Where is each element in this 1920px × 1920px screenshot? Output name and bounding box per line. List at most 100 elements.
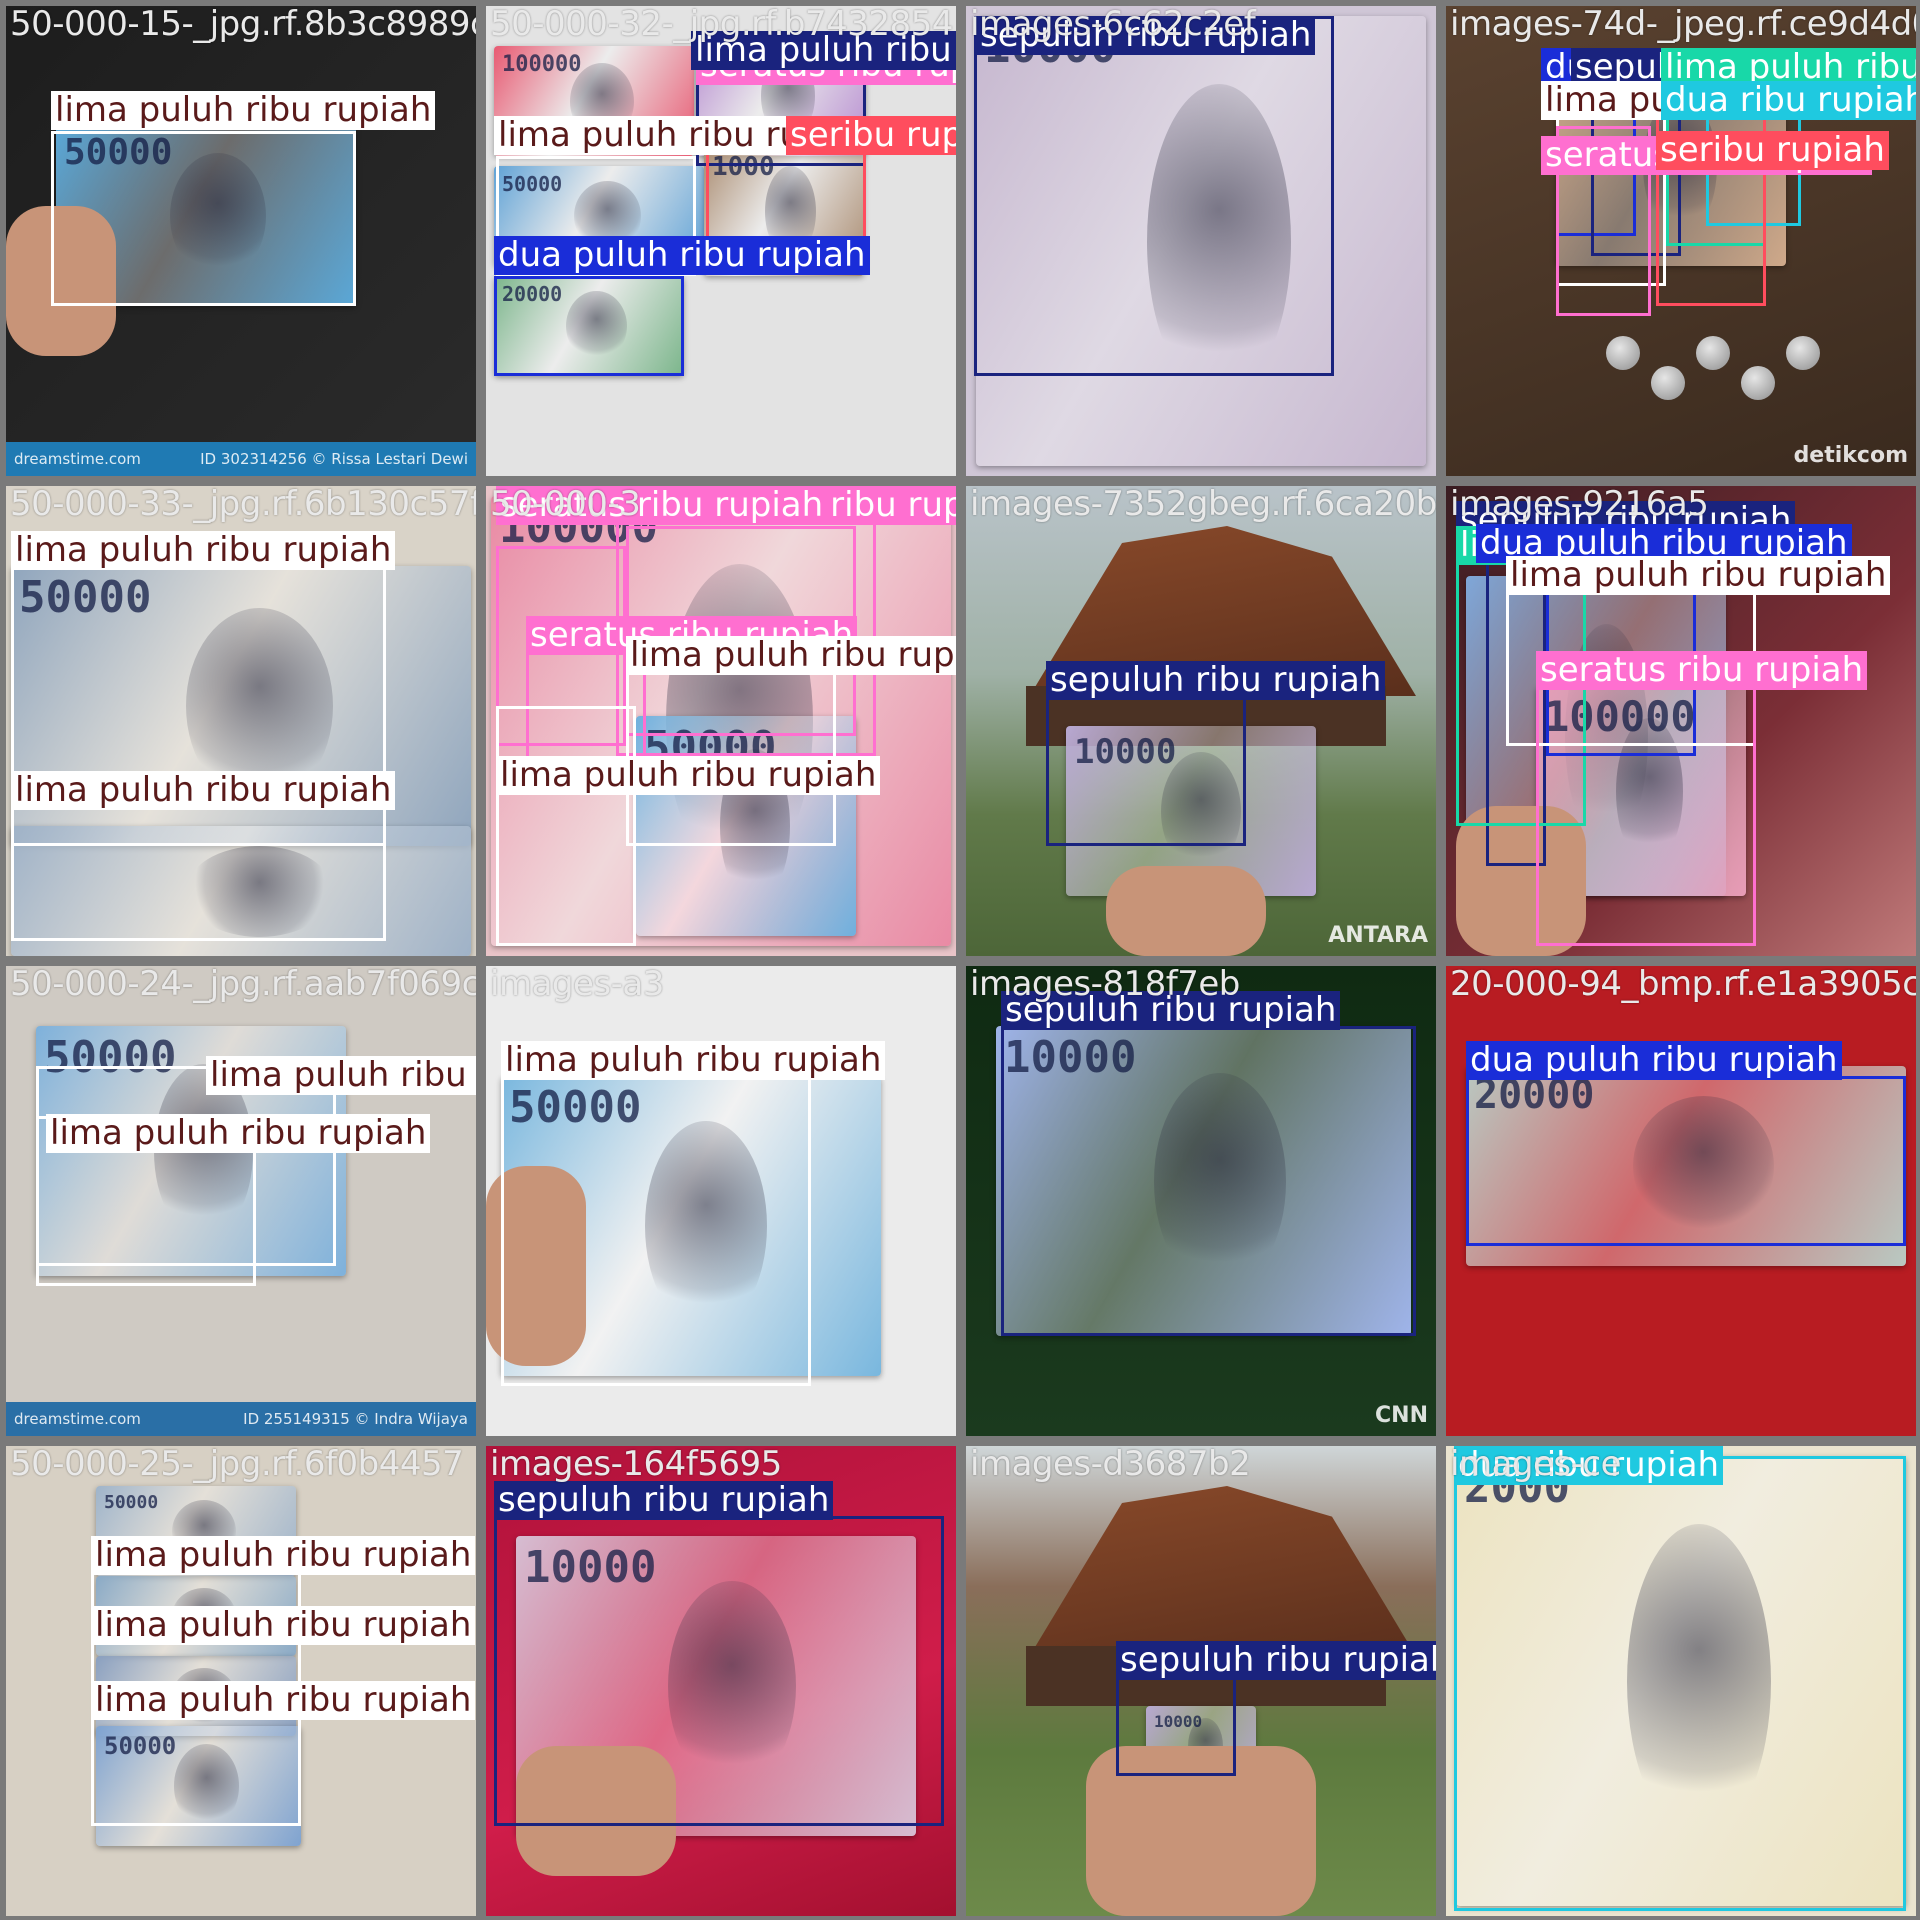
banknote-denomination: 50000 [104,1492,159,1513]
portrait [1161,751,1241,871]
tile-filename: 50-000-25-_jpg.rf.6f0b4457 [10,1446,464,1484]
tile-filename: images-7352gbeg.rf.6ca20bfbf [970,486,1436,524]
banknote: 10000 [996,1026,1411,1336]
image-tile: 10000 sepuluh ribu rupiah images-164f5695 [486,1446,956,1916]
tile-filename: 50-000-3 [490,486,641,524]
banknote: 10000 [976,16,1426,466]
portrait [1633,1096,1774,1236]
coin [1651,366,1685,400]
hand [1106,866,1266,956]
detection-box [1116,1676,1236,1776]
tile-filename: 50-000-24-_jpg.rf.aab7f069c [10,966,476,1004]
watermark-right: CNN [1375,1403,1428,1428]
hand [6,206,116,356]
detection-box [1001,1026,1416,1336]
detection-box [1536,686,1756,946]
portrait [645,1121,767,1331]
coin [1786,336,1820,370]
detection-label: lima puluh ribu rupiah [1506,555,1891,596]
detection-label: lima puluh ribu rupiah [1661,47,1916,88]
tile-filename: images-ce [1450,1446,1622,1484]
detection-label: sepuluh ribu rupiah [976,15,1316,56]
detection-box [51,131,356,306]
hand [516,1746,676,1876]
detection-label: lima puluh ribu rupiah [51,90,436,131]
portrait [173,1744,240,1828]
watermark-right: ID 302314256 © Rissa Lestari Dewi [200,450,468,468]
portrait [1153,1072,1287,1290]
banknote-denomination: 10000 [524,1542,657,1593]
image-tile: 50000 lima puluh ribu rupiah lima puluh ri… [6,486,476,956]
detection-label: lima puluh ribu rupiah [91,1535,476,1576]
coin [1696,336,1730,370]
image-tile: 10000050000100020000seratus ribu rupiahl… [486,6,956,476]
banknote: 20000 [1466,1066,1906,1266]
banknote-denomination: 10000 [1074,732,1177,772]
tile-filename: images-74d-_jpeg.rf.ce9d4d0 [1450,6,1916,44]
detection-label: dua puluh ribu rupiah [1466,1040,1842,1081]
detection-label: sepuluh ribu rupiah [494,1480,834,1521]
coin [1606,336,1640,370]
banknote-denomination: 1000 [712,152,775,182]
portrait [566,291,627,361]
banknote-denomination: 100000 [502,52,582,77]
portrait [185,845,333,937]
detection-box [1556,126,1651,316]
banknote-denomination: 50000 [44,1032,177,1083]
tile-filename: 50-000-33-_jpg.rf.6b130c57f [10,486,476,524]
tile-filename: 20-000-94_bmp.rf.e1a3905c [1450,966,1916,1004]
watermark-right: ID 255149315 © Indra Wijaya [243,1410,468,1428]
image-tile: 10000 CNN sepuluh ribu rupiah images-818f7e… [966,966,1436,1436]
watermark-right: detikcom [1793,443,1908,468]
detection-label: seribu rupiah [1656,130,1889,171]
detection-box [1046,696,1246,846]
image-tile: 50000 dreamstime.com ID 302314256 © Rissa … [6,6,476,476]
portrait [1615,717,1683,865]
detection-label: dua puluh ribu rupiah [1476,523,1852,564]
detection-label: lima puluh ribu rupiah [11,530,396,571]
image-tile: 50000 50000 lima puluh ribu rupiah lima pul… [6,1446,476,1916]
banknote-denomination: 100000 [1544,692,1696,741]
coin [1741,366,1775,400]
image-tile: 10000 ANTARA sepuluh ribu rupiah images-735… [966,486,1436,956]
banknote-denomination: 10000 [1004,1032,1137,1083]
tile-filename: images-a3 [490,966,664,1004]
watermark-left: dreamstime.com [14,450,141,468]
banknote [11,826,471,956]
detection-label: seratus ribu rupiah [1536,650,1868,691]
detection-label: dua ribu rupiah [1661,80,1916,121]
banknote: 100000 [1536,686,1746,896]
image-tile: 10000 sepuluh ribu rupiah images-d3687b2 [966,1446,1436,1916]
hand [1456,806,1586,956]
image-tile: 50000 lima puluh ribu rupiah images-a3 [486,966,956,1436]
detection-label: seratus ribu rupiah [496,486,828,526]
detection-label: seribu rupiah [786,115,956,156]
watermark-left: dreamstime.com [14,1410,141,1428]
banknote: 20000 [494,276,684,376]
detection-label: dua ribu rupiah [1454,1446,1724,1486]
detection-box [501,1076,811,1386]
detection-box [1454,1456,1906,1911]
image-tile: 50000 dreamstime.com ID 255149315 © Indra … [6,966,476,1436]
watermark-bar [6,1402,476,1436]
tile-filename: 50-000-15-_jpg.rf.8b3c8989c [10,6,476,44]
watermark-bar [6,442,476,476]
tile-filename: images-6c62c2ef [970,6,1256,44]
detection-label: lima puluh ribu rupiah [11,770,396,811]
detection-box [1466,1076,1906,1246]
detection-box [974,16,1334,376]
tile-filename: images-164f5695 [490,1446,782,1484]
banknote-denomination: 50000 [502,172,563,196]
detection-label: sepuluh ribu rupiah [1046,660,1386,701]
detection-label: sepuluh ribu rupiah [1001,990,1341,1031]
image-tile: detikcomdua ribu rupiahsepuluh ribu rupi… [1446,6,1916,476]
detection-box [1656,96,1766,306]
image-tile: 20000 dua puluh ribu rupiah 20-000-94_bmp.… [1446,966,1916,1436]
detection-label: lima puluh ribu rupiah [496,755,881,796]
banknote-denomination: 50000 [64,132,173,173]
detection-box [496,706,636,946]
banknote-denomination: 20000 [502,282,563,306]
